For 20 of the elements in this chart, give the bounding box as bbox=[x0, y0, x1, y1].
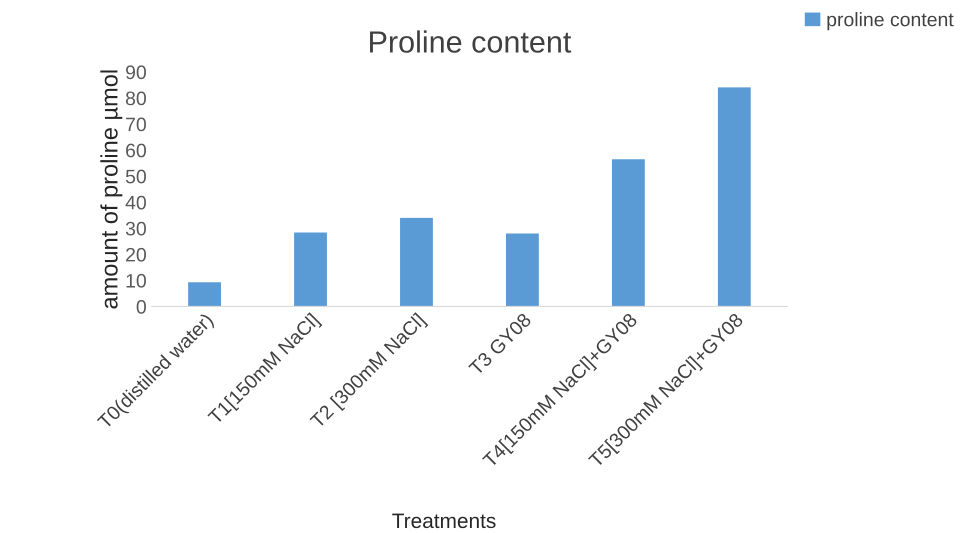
bar bbox=[718, 87, 751, 306]
x-axis-title: Treatments bbox=[392, 514, 496, 528]
y-tick-label: 70 bbox=[126, 118, 146, 132]
y-tick-label: 60 bbox=[126, 144, 146, 158]
y-tick-label: 20 bbox=[126, 248, 146, 262]
y-tick-label: 50 bbox=[126, 170, 146, 184]
bar bbox=[506, 234, 539, 306]
y-tick-label: 30 bbox=[126, 222, 146, 236]
y-tick-label: 0 bbox=[136, 300, 146, 314]
legend-label: proline content bbox=[827, 12, 954, 30]
bar bbox=[400, 218, 433, 306]
y-tick-label: 80 bbox=[126, 91, 146, 106]
y-tick-label: 10 bbox=[126, 274, 146, 288]
bar bbox=[188, 282, 221, 306]
bar bbox=[294, 232, 327, 306]
chart-title: Proline content bbox=[370, 30, 572, 53]
bar bbox=[612, 159, 645, 306]
y-tick-label: 90 bbox=[126, 65, 146, 80]
y-axis-title: amount of proline µmol bbox=[100, 70, 122, 309]
y-tick-label: 40 bbox=[126, 196, 146, 210]
